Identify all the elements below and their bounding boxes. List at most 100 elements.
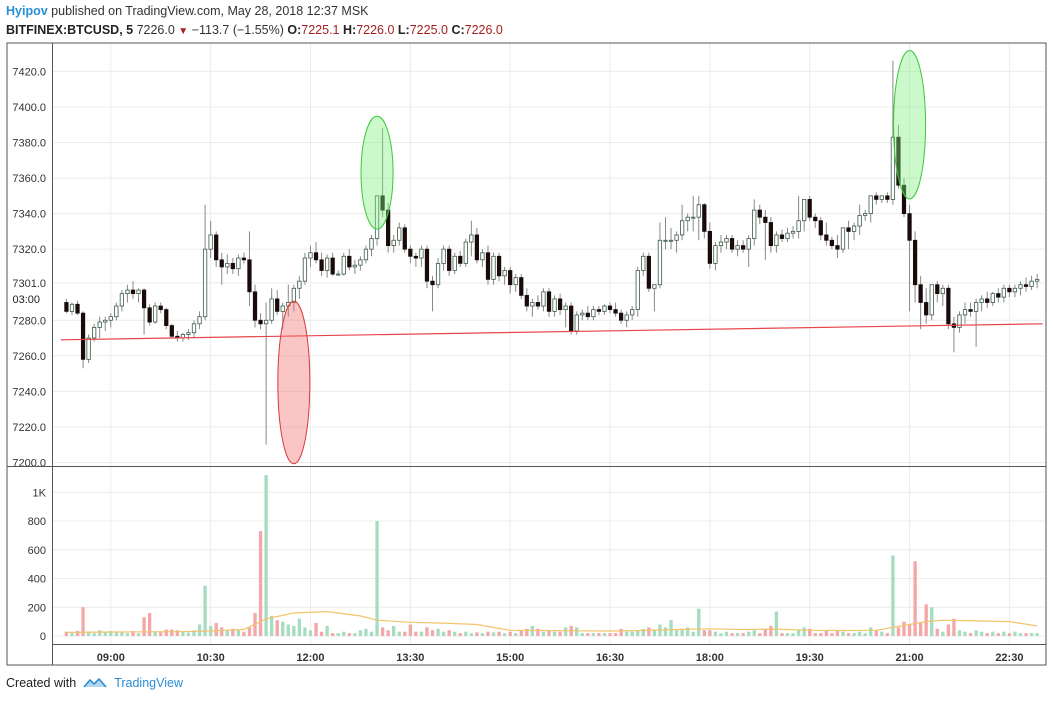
price-tick-label: 7400.0 — [12, 102, 46, 114]
author-name[interactable]: Hyipov — [6, 4, 48, 18]
volume-bar — [952, 618, 956, 636]
volume-bar — [131, 630, 135, 636]
candle-body — [391, 239, 396, 247]
volume-bar — [375, 521, 379, 636]
volume-ma-line — [66, 610, 1038, 634]
volume-bar — [891, 555, 895, 636]
volume-bar — [758, 633, 762, 636]
price-tick-label: 7240.0 — [12, 386, 46, 398]
volume-bar — [552, 631, 557, 636]
candle-body — [924, 302, 929, 316]
candle-body — [358, 259, 363, 266]
volume-bar — [586, 633, 590, 636]
candle-body — [968, 309, 973, 312]
volume-bar — [563, 627, 568, 636]
volume-bar — [175, 630, 180, 636]
candle-body — [574, 314, 579, 332]
volume-bar — [286, 624, 290, 636]
candle-body — [230, 262, 235, 270]
volume-bar — [75, 630, 80, 636]
volume-bar — [142, 617, 146, 636]
candle-body — [607, 305, 613, 310]
volume-bar — [813, 633, 817, 636]
volume-bar — [835, 630, 840, 636]
volume-bar — [624, 631, 629, 636]
volume-bar — [647, 627, 651, 636]
support-trendline — [60, 323, 1043, 341]
last-price: 7226.0 — [136, 23, 175, 37]
tradingview-brand-link[interactable]: TradingView — [114, 676, 183, 690]
candle-body — [169, 325, 174, 337]
candle-body — [374, 195, 380, 239]
volume-bar — [519, 630, 523, 636]
volume-bar — [303, 627, 307, 636]
volume-bar — [497, 631, 501, 636]
green-highlight-ellipse — [893, 50, 927, 200]
candle-body — [313, 252, 319, 261]
volume-bar — [181, 631, 185, 636]
candle-body — [158, 305, 163, 310]
candle-body — [219, 259, 224, 268]
candle-body — [851, 225, 857, 232]
price-tick-label: 7360.0 — [12, 173, 46, 185]
green-highlight-ellipse — [360, 115, 394, 230]
candle-body — [646, 255, 651, 289]
volume-bar — [425, 627, 429, 636]
volume-bar — [308, 630, 313, 636]
volume-tick-label: 600 — [28, 545, 46, 557]
volume-bar — [602, 633, 607, 636]
volume-bar — [774, 611, 779, 636]
volume-bar — [225, 630, 229, 636]
candle-body — [973, 302, 979, 312]
candle-body — [746, 238, 751, 250]
current-time-label: 03:00 — [12, 294, 40, 306]
candle-body — [585, 312, 590, 318]
candle-body — [191, 323, 197, 334]
candle-body — [236, 257, 241, 270]
volume-bar — [109, 630, 113, 636]
volume-bars — [64, 475, 1039, 636]
volume-bar — [314, 623, 318, 636]
volume-bar — [220, 627, 224, 636]
price-tick-label: 7260.0 — [12, 351, 46, 363]
volume-bar — [1013, 631, 1017, 636]
time-axis: 09:00 10:30 12:00 13:30 15:00 16:30 18:00 19:30… — [97, 652, 1024, 664]
volume-bar — [392, 625, 396, 636]
price-tick-label: 7380.0 — [12, 138, 46, 150]
volume-bar — [86, 631, 91, 636]
candle-body — [153, 305, 158, 323]
volume-bar — [597, 633, 601, 636]
volume-bar — [896, 627, 901, 636]
symbol-label[interactable]: BITFINEX:BTCUSD, 5 — [6, 23, 134, 37]
candle-body — [369, 238, 374, 250]
candle-body — [896, 136, 901, 186]
candle-body — [258, 319, 263, 325]
volume-bar — [619, 628, 623, 636]
candle-body — [308, 252, 313, 259]
candle-body — [141, 289, 147, 309]
volume-bar — [830, 633, 834, 636]
volume-bar — [153, 631, 157, 636]
candle-body — [657, 239, 663, 286]
candle-body — [447, 248, 452, 271]
candle-body — [214, 234, 219, 261]
volume-bar — [269, 615, 274, 636]
time-tick-label: 19:30 — [796, 652, 824, 664]
candle-body — [530, 302, 535, 307]
volume-bar — [741, 633, 745, 636]
volume-bar — [702, 630, 706, 636]
volume-bar — [92, 633, 96, 636]
low-value: 7225.0 — [409, 23, 448, 37]
candle-body — [957, 314, 962, 328]
volume-axis: 0 200 400 600 800 1K — [28, 487, 47, 643]
volume-bar — [941, 631, 945, 636]
candle-body — [397, 227, 402, 241]
low-label: L: — [397, 23, 410, 37]
volume-bar — [558, 631, 562, 636]
candle-body — [302, 257, 308, 282]
volume-bar — [547, 630, 551, 636]
volume-bar — [708, 630, 712, 636]
candle-body — [69, 303, 75, 312]
candle-body — [508, 270, 513, 286]
